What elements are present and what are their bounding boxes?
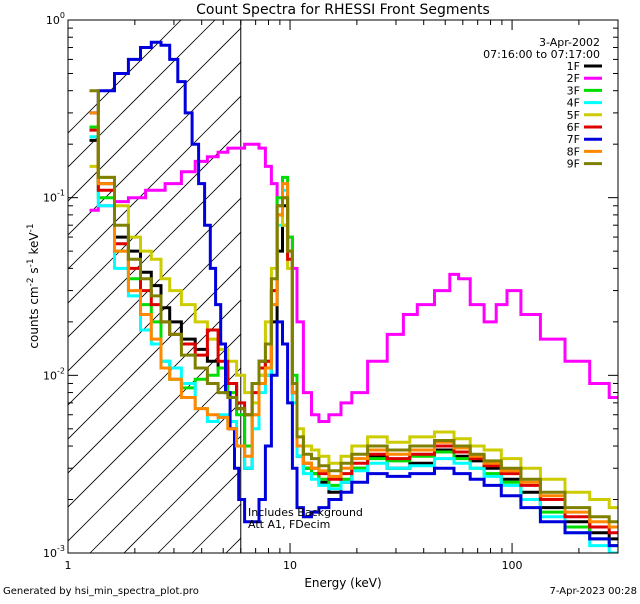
legend-label-7F: 7F: [567, 133, 580, 146]
time-range-label: 07:16:00 to 07:17:00: [483, 48, 600, 61]
legend-label-8F: 8F: [567, 145, 580, 158]
y-tick-label: 100: [46, 11, 65, 27]
y-tick-label: 10-2: [43, 366, 65, 382]
series-7F: [89, 40, 618, 548]
legend-label-3F: 3F: [567, 84, 580, 97]
legend-label-5F: 5F: [567, 109, 580, 122]
hatch-line: [68, 367, 241, 542]
date-label: 3-Apr-2002: [539, 36, 600, 49]
plot-frame: [67, 19, 619, 554]
x-tick-label: 100: [502, 559, 523, 572]
legend-label-9F: 9F: [567, 158, 580, 171]
hatch-line: [68, 163, 241, 338]
attenuator-hatch: [68, 0, 640, 553]
annotation-attenuator: Att A1, FDecim: [248, 518, 330, 531]
x-axis-label: Energy (keV): [304, 576, 381, 590]
hatch-line: [68, 20, 216, 168]
hatch-line: [68, 27, 241, 202]
hatch-line: [89, 401, 241, 553]
hatch-line: [68, 299, 241, 474]
series-5F: [89, 164, 618, 510]
legend-label-6F: 6F: [567, 121, 580, 134]
legend-label-1F: 1F: [567, 60, 580, 73]
series-4F: [89, 135, 618, 553]
axes: 10-3 10-2 10-1 100 1 10 100: [43, 11, 619, 572]
x-tick-label: 10: [283, 559, 297, 572]
annotation-background: Includes Background: [248, 506, 363, 519]
hatch-line: [68, 129, 241, 304]
series-9F: [89, 89, 618, 524]
y-tick-label: 10-1: [43, 189, 65, 205]
y-tick-label: 10-3: [43, 544, 65, 560]
x-tick-label: 1: [65, 559, 72, 572]
chart-title: Count Spectra for RHESSI Front Segments: [196, 2, 490, 18]
hatch-line: [68, 197, 241, 372]
hatch-line: [123, 435, 241, 553]
footer-timestamp: 7-Apr-2023 00:28: [550, 586, 637, 597]
hatch-line: [68, 61, 241, 236]
series-layer: [89, 40, 618, 553]
legend-label-4F: 4F: [567, 97, 580, 110]
y-axis-label: counts cm-2 s-1 keV-1: [26, 223, 41, 348]
hatch-line: [68, 333, 241, 508]
hatch-line: [68, 231, 241, 406]
footer-generated-by: Generated by hsi_min_spectra_plot.pro: [3, 586, 199, 597]
hatch-line: [294, 0, 640, 553]
hatch-line: [68, 265, 241, 440]
legend-label-2F: 2F: [567, 72, 580, 85]
